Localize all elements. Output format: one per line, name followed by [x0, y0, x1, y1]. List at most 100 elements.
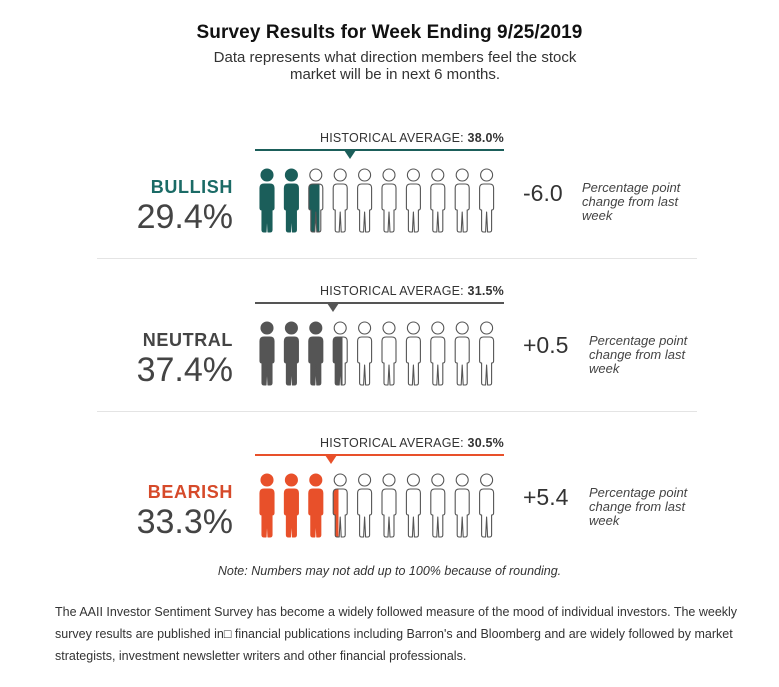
person-figure — [283, 321, 299, 386]
person-figure — [454, 473, 470, 538]
sentiment-row-bearish: HISTORICAL AVERAGE: 30.5% BEARISH 33.3% … — [0, 435, 779, 585]
person-figure — [308, 321, 324, 386]
figure-head — [406, 321, 420, 335]
person-figure — [430, 321, 446, 386]
figure-head — [431, 321, 445, 335]
change-note: Percentage point change from last week — [589, 485, 688, 528]
figure-body — [259, 183, 275, 233]
figure-body — [283, 183, 299, 233]
historical-average-marker — [327, 303, 340, 312]
figure-body — [308, 488, 324, 538]
figure-body — [454, 183, 470, 233]
person-figure — [454, 321, 470, 386]
historical-average-label: HISTORICAL AVERAGE: 31.5% — [319, 284, 504, 298]
row-divider — [97, 411, 697, 412]
person-figure — [381, 168, 397, 233]
person-figure — [332, 473, 348, 538]
figure-body — [357, 183, 373, 233]
figure-head — [260, 473, 274, 487]
person-figure — [381, 473, 397, 538]
figure-body — [308, 336, 324, 386]
figure-head — [284, 321, 298, 335]
person-figure — [259, 321, 275, 386]
person-figure — [405, 168, 421, 233]
figure-body — [454, 336, 470, 386]
figure-row — [259, 473, 495, 538]
person-figure — [430, 168, 446, 233]
figure-body — [283, 488, 299, 538]
figure-body — [381, 183, 397, 233]
person-figure — [479, 321, 495, 386]
historical-average-marker — [343, 150, 356, 159]
figure-body — [479, 336, 495, 386]
figure-body — [405, 183, 421, 233]
historical-average-line — [255, 149, 504, 151]
figure-body — [308, 183, 324, 233]
chart-title: Survey Results for Week Ending 9/25/2019 — [196, 22, 583, 43]
figure-body — [259, 336, 275, 386]
figure-head — [260, 168, 274, 182]
figure-body — [332, 488, 348, 538]
figure-head — [431, 473, 445, 487]
figure-body — [430, 488, 446, 538]
figure-body — [357, 336, 373, 386]
figure-head — [382, 168, 396, 182]
figure-body — [430, 336, 446, 386]
person-figure — [479, 473, 495, 538]
person-figure — [405, 473, 421, 538]
figure-head — [284, 168, 298, 182]
person-figure — [357, 168, 373, 233]
figure-body — [259, 488, 275, 538]
figure-head — [455, 168, 469, 182]
person-figure — [332, 321, 348, 386]
person-figure — [381, 321, 397, 386]
category-name: NEUTRAL — [142, 330, 233, 350]
figure-head — [309, 473, 323, 487]
figure-head — [382, 321, 396, 335]
historical-average-line — [255, 454, 504, 456]
figure-body — [357, 488, 373, 538]
person-figure — [308, 168, 324, 233]
footer-description: The AAII Investor Sentiment Survey has b… — [55, 605, 738, 663]
figure-body — [405, 336, 421, 386]
sentiment-row-neutral: HISTORICAL AVERAGE: 31.5% NEUTRAL 37.4% … — [0, 283, 779, 433]
person-figure — [479, 168, 495, 233]
person-figure — [283, 168, 299, 233]
change-note: Percentage point change from last week — [589, 333, 688, 376]
figure-head — [260, 321, 274, 335]
figure-row — [259, 321, 495, 386]
figure-body — [479, 183, 495, 233]
figure-head — [309, 321, 323, 335]
figure-head — [333, 168, 347, 182]
person-figure — [357, 473, 373, 538]
figure-head — [333, 321, 347, 335]
figure-head — [455, 321, 469, 335]
figure-head — [358, 473, 372, 487]
historical-average-label: HISTORICAL AVERAGE: 30.5% — [319, 436, 504, 450]
figure-body — [283, 336, 299, 386]
figure-head — [333, 473, 347, 487]
historical-average-label: HISTORICAL AVERAGE: 38.0% — [319, 131, 504, 145]
person-figure — [454, 168, 470, 233]
change-value: +5.4 — [523, 484, 569, 510]
rounding-note: Note: Numbers may not add up to 100% bec… — [217, 564, 562, 578]
figure-head — [480, 168, 494, 182]
figure-head — [406, 473, 420, 487]
change-value: +0.5 — [523, 332, 569, 358]
figure-head — [406, 168, 420, 182]
figure-head — [431, 168, 445, 182]
historical-average-line — [255, 302, 504, 304]
historical-average-marker — [324, 455, 337, 464]
figure-body — [405, 488, 421, 538]
figure-head — [455, 473, 469, 487]
person-figure — [308, 473, 324, 538]
figure-body — [381, 488, 397, 538]
category-percent: 37.4% — [136, 351, 233, 389]
figure-head — [284, 473, 298, 487]
person-figure — [357, 321, 373, 386]
person-figure — [332, 168, 348, 233]
figure-body — [332, 183, 348, 233]
figure-body — [332, 336, 348, 386]
person-figure — [283, 473, 299, 538]
person-figure — [259, 168, 275, 233]
